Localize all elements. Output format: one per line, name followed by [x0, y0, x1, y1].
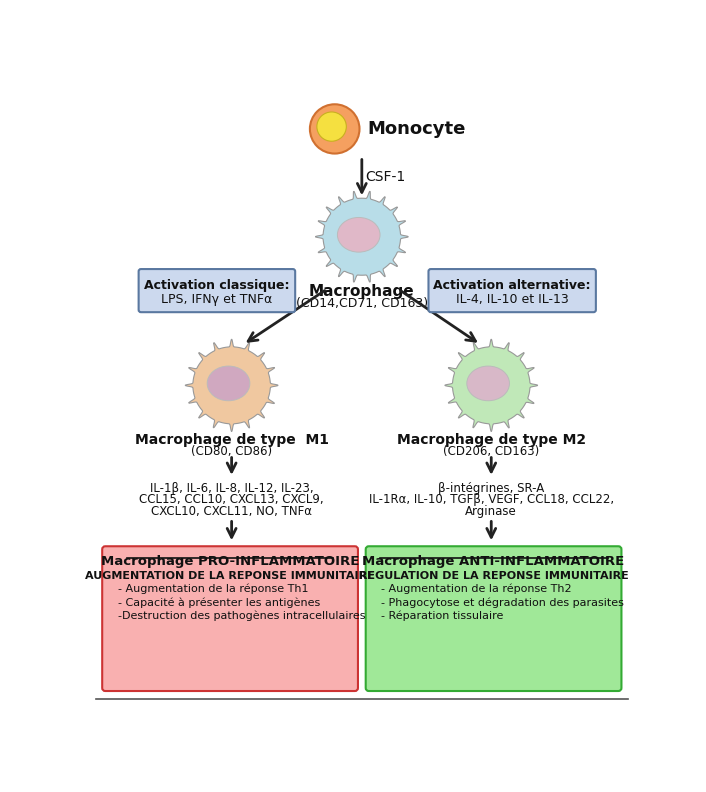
Text: CSF-1: CSF-1: [365, 169, 405, 184]
Text: REGULATION DE LA REPONSE IMMUNITAIRE: REGULATION DE LA REPONSE IMMUNITAIRE: [359, 571, 628, 581]
Polygon shape: [445, 339, 538, 432]
Text: (CD80, CD86): (CD80, CD86): [191, 445, 273, 459]
FancyBboxPatch shape: [366, 546, 621, 691]
Text: Macrophage de type  M1: Macrophage de type M1: [135, 433, 328, 447]
Text: - Augmentation de la réponse Th1: - Augmentation de la réponse Th1: [118, 583, 309, 594]
FancyBboxPatch shape: [138, 269, 295, 312]
Text: Activation alternative:: Activation alternative:: [433, 279, 591, 291]
FancyBboxPatch shape: [102, 546, 358, 691]
Text: CCL15, CCL10, CXCL13, CXCL9,: CCL15, CCL10, CXCL13, CXCL9,: [139, 493, 324, 506]
Text: - Réparation tissulaire: - Réparation tissulaire: [381, 611, 503, 622]
Text: -Destruction des pathogènes intracellulaires: -Destruction des pathogènes intracellula…: [118, 611, 365, 622]
Text: AUGMENTATION DE LA REPONSE IMMUNITAIRE: AUGMENTATION DE LA REPONSE IMMUNITAIRE: [85, 571, 375, 581]
Circle shape: [317, 112, 347, 141]
Text: β-intégrines, SR-A: β-intégrines, SR-A: [438, 482, 544, 494]
Text: Monocyte: Monocyte: [367, 120, 466, 138]
Text: Arginase: Arginase: [465, 505, 517, 518]
FancyBboxPatch shape: [429, 269, 596, 312]
Text: IL-4, IL-10 et IL-13: IL-4, IL-10 et IL-13: [456, 292, 568, 306]
Text: IL-1β, IL-6, IL-8, IL-12, IL-23,: IL-1β, IL-6, IL-8, IL-12, IL-23,: [150, 482, 313, 494]
Text: Macrophage PRO-INFLAMMATOIRE: Macrophage PRO-INFLAMMATOIRE: [101, 555, 359, 569]
Ellipse shape: [337, 218, 380, 252]
Text: IL-1Rα, IL-10, TGFβ, VEGF, CCL18, CCL22,: IL-1Rα, IL-10, TGFβ, VEGF, CCL18, CCL22,: [369, 493, 614, 506]
Polygon shape: [316, 191, 408, 282]
Text: - Phagocytose et dégradation des parasites: - Phagocytose et dégradation des parasit…: [381, 597, 624, 607]
Text: (CD206, CD163): (CD206, CD163): [443, 445, 539, 459]
Text: - Capacité à présenter les antigènes: - Capacité à présenter les antigènes: [118, 597, 320, 607]
Text: Activation classique:: Activation classique:: [144, 279, 289, 291]
Text: - Augmentation de la réponse Th2: - Augmentation de la réponse Th2: [381, 583, 572, 594]
Text: Macrophage: Macrophage: [309, 284, 414, 299]
Text: Macrophage ANTI-INFLAMMATOIRE: Macrophage ANTI-INFLAMMATOIRE: [362, 555, 625, 569]
Text: Macrophage de type M2: Macrophage de type M2: [397, 433, 586, 447]
Text: LPS, IFNγ et TNFα: LPS, IFNγ et TNFα: [161, 292, 273, 306]
Polygon shape: [185, 339, 278, 432]
Ellipse shape: [208, 366, 250, 401]
Circle shape: [310, 105, 359, 154]
Text: (CD14,CD71, CD163): (CD14,CD71, CD163): [296, 297, 428, 310]
Ellipse shape: [467, 366, 510, 401]
Text: CXCL10, CXCL11, NO, TNFα: CXCL10, CXCL11, NO, TNFα: [151, 505, 312, 518]
